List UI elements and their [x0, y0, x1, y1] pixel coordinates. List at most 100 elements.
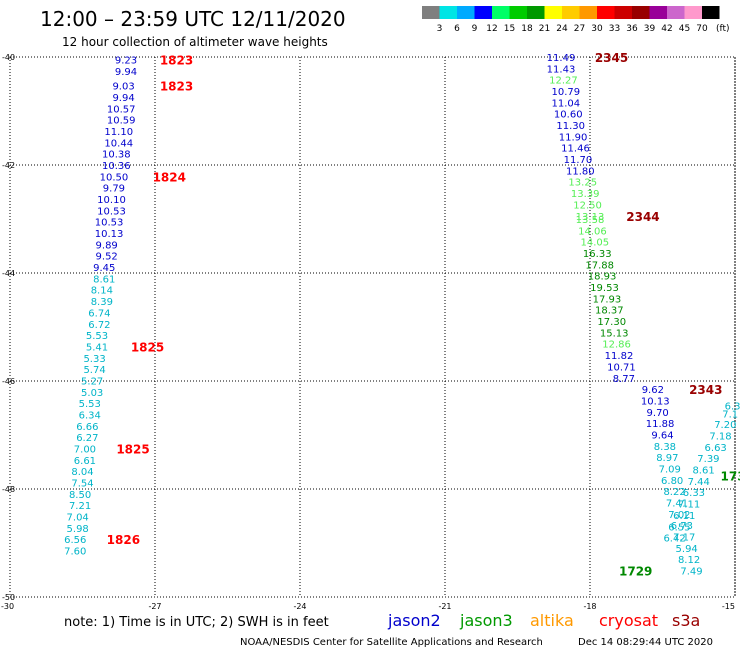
colorbar-label: 21 — [539, 24, 550, 34]
wave-height-value: 10.50 — [100, 172, 129, 183]
wave-height-value: 10.13 — [95, 229, 124, 240]
x-tick-label: -30 — [1, 602, 14, 611]
wave-height-value: 11.43 — [547, 64, 576, 75]
wave-height-value: 14.06 — [578, 226, 607, 237]
wave-height-value: 6.63 — [705, 443, 727, 454]
wave-height-value: 5.33 — [83, 354, 105, 365]
wave-height-value: 18.93 — [588, 272, 617, 283]
wave-height-value: 9.79 — [103, 184, 125, 195]
pass-time-label: 1825 — [116, 443, 149, 457]
wave-height-value: 7.54 — [71, 479, 93, 490]
wave-height-value: 15.13 — [600, 328, 629, 339]
pass-time-label: 1825 — [131, 340, 164, 354]
colorbar-swatch — [685, 6, 703, 19]
wave-height-value: 9.89 — [96, 240, 118, 251]
wave-height-value: 8.61 — [692, 466, 714, 477]
colorbar-unit: (ft) — [716, 24, 730, 34]
pass-time-label: 1826 — [107, 533, 140, 547]
colorbar-label: 45 — [679, 24, 690, 34]
wave-height-value: 10.13 — [641, 396, 670, 407]
wave-height-value: 8.39 — [91, 297, 113, 308]
wave-height-value: 8.61 — [93, 274, 115, 285]
wave-height-value: 8.38 — [654, 442, 676, 453]
wave-height-value: 19.53 — [590, 283, 619, 294]
y-tick-label: -46 — [2, 377, 15, 386]
pass-time-label: 1729 — [619, 565, 652, 579]
wave-height-value: 8.97 — [656, 453, 678, 464]
chart-title: 12:00 – 23:59 UTC 12/11/2020 — [40, 7, 346, 31]
wave-height-value: 13.39 — [571, 189, 600, 200]
wave-height-value: 8.50 — [69, 490, 91, 501]
colorbar-label: 6 — [454, 24, 460, 34]
x-tick-label: -27 — [148, 602, 161, 611]
colorbar-label: 30 — [591, 24, 603, 34]
x-tick-label: -21 — [438, 602, 451, 611]
wave-height-value: 5.94 — [676, 544, 698, 555]
wave-height-value: 12.86 — [602, 340, 631, 351]
colorbar-swatch — [422, 6, 440, 19]
colorbar-swatch — [650, 6, 668, 19]
colorbar-label: 9 — [472, 24, 478, 34]
wave-height-value: 6.56 — [64, 535, 86, 546]
colorbar-swatch — [510, 6, 528, 19]
wave-height-value: 7.18 — [709, 432, 731, 443]
wave-height-value: 5.74 — [83, 365, 105, 376]
x-tick-label: -15 — [722, 602, 735, 611]
wave-height-value: 9.45 — [93, 263, 115, 274]
wave-height-value: 11.04 — [552, 98, 581, 109]
colorbar-label: 3 — [437, 24, 443, 34]
colorbar-swatch — [702, 6, 720, 19]
wave-height-value: 17.93 — [593, 294, 622, 305]
wave-height-value: 5.98 — [67, 524, 89, 535]
footer-timestamp: Dec 14 08:29:44 UTC 2020 — [578, 637, 713, 648]
x-tick-label: -24 — [293, 602, 306, 611]
colorbar-swatch — [667, 6, 685, 19]
colorbar-swatch — [597, 6, 615, 19]
wave-height-value: 11.80 — [566, 166, 595, 177]
colorbar-label: 27 — [574, 24, 585, 34]
wave-height-value: 17.88 — [585, 260, 614, 271]
colorbar-swatch — [580, 6, 598, 19]
wave-height-value: 11.70 — [564, 155, 593, 166]
wave-height-value: 10.53 — [97, 206, 126, 217]
wave-height-value: 6.74 — [88, 308, 110, 319]
colorbar-label: 12 — [486, 24, 497, 34]
wave-height-value: 5.41 — [86, 342, 108, 353]
wave-height-value: 12.27 — [549, 76, 578, 87]
y-tick-label: -40 — [2, 53, 15, 62]
wave-height-value: 6.11 — [673, 511, 695, 522]
wave-height-value: 7.00 — [74, 445, 96, 456]
colorbar-label: 33 — [609, 24, 620, 34]
wave-height-value: 9.52 — [96, 252, 118, 263]
wave-height-value: 9.03 — [112, 82, 134, 93]
wave-height-value: 7.44 — [688, 477, 710, 488]
wave-height-value: 5.27 — [81, 376, 103, 387]
wave-height-value: 9.23 — [115, 56, 137, 67]
wave-height-value: 13.58 — [576, 215, 605, 226]
wave-height-value: 7.49 — [680, 567, 702, 578]
wave-height-value: 7.11 — [678, 500, 700, 511]
chart-subtitle: 12 hour collection of altimeter wave hei… — [62, 35, 328, 49]
wave-height-value: 10.59 — [107, 116, 136, 127]
wave-height-value: 11.90 — [559, 132, 588, 143]
wave-height-value: 8.14 — [91, 286, 113, 297]
wave-height-value: 11.49 — [547, 53, 576, 64]
wave-height-value: 9.64 — [651, 430, 673, 441]
wave-height-value: 6.61 — [74, 456, 96, 467]
wave-height-value: 16.33 — [583, 249, 612, 260]
wave-height-value: 5.03 — [81, 388, 103, 399]
colorbar-label: 15 — [504, 24, 515, 34]
colorbar-label: 24 — [556, 24, 568, 34]
colorbar-swatch — [562, 6, 580, 19]
y-tick-label: -50 — [2, 593, 15, 602]
wave-height-value: 10.71 — [607, 362, 636, 373]
wave-height-value: 6.55 — [668, 522, 690, 533]
wave-height-value: 8.04 — [71, 467, 93, 478]
wave-height-value: 11.10 — [104, 127, 133, 138]
wave-height-value: 7.04 — [67, 513, 89, 524]
wave-height-value: 5.53 — [79, 399, 101, 410]
pass-time-label: 1823 — [160, 80, 193, 94]
wave-height-value: 10.44 — [104, 138, 133, 149]
